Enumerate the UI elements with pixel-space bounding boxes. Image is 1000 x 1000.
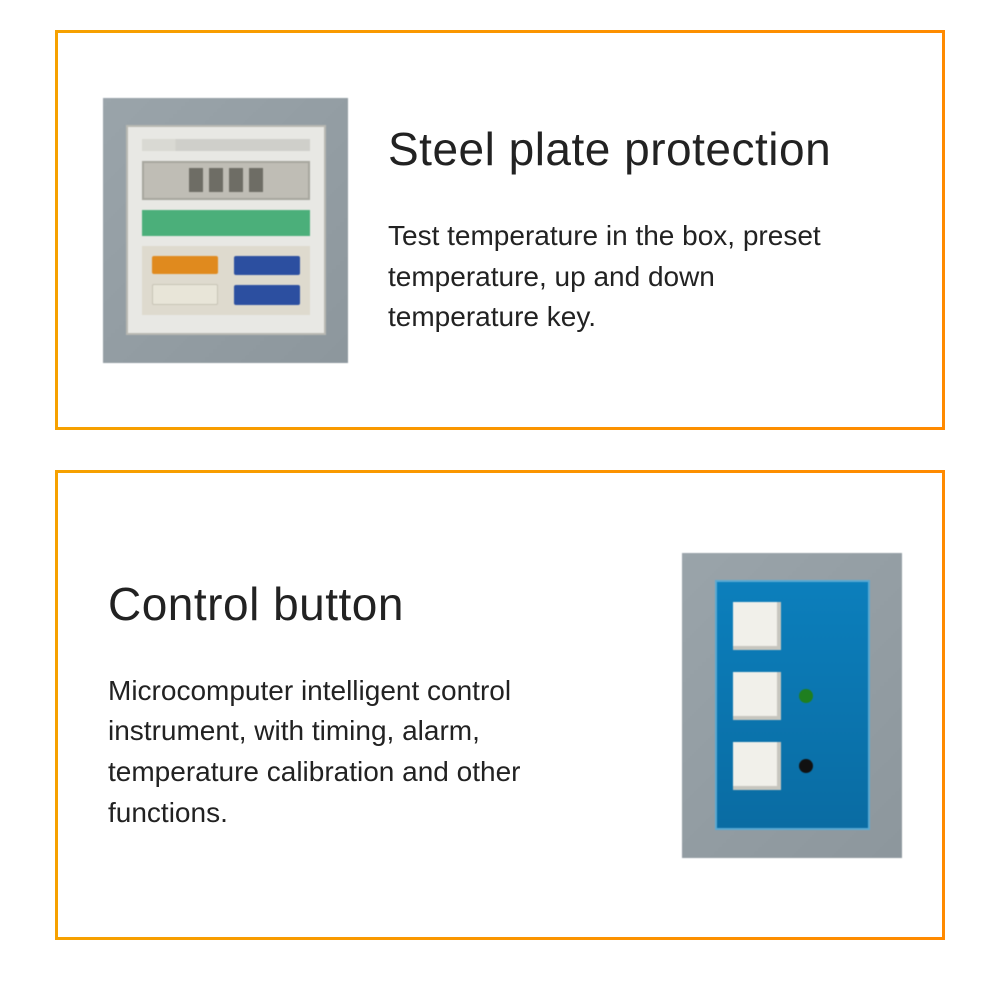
controller-btn-white (152, 284, 218, 305)
controller-btn-orange (152, 256, 218, 275)
square-button (733, 672, 781, 720)
led-green-icon (799, 689, 813, 703)
controller-button-row (142, 246, 310, 315)
feature-card-control-button: Control button Microcomputer intelligent… (55, 470, 945, 940)
controller-brand-strip (142, 139, 310, 151)
card-text-column: Steel plate protection Test temperature … (348, 122, 897, 338)
button-plate-thumbnail (682, 553, 902, 858)
led-black-icon (799, 759, 813, 773)
feature-card-steel-plate: Steel plate protection Test temperature … (55, 30, 945, 430)
controller-thumbnail (103, 98, 348, 363)
controller-btn-blue-2 (234, 285, 300, 305)
controller-display (142, 161, 310, 200)
button-row-2 (733, 672, 852, 720)
card-title: Control button (108, 577, 617, 631)
controller-btn-blue-1 (234, 256, 300, 276)
card-inner: Steel plate protection Test temperature … (58, 33, 942, 427)
card-text-column: Control button Microcomputer intelligent… (98, 577, 647, 833)
card-description: Test temperature in the box, preset temp… (388, 216, 828, 338)
card-description: Microcomputer intelligent control instru… (108, 671, 608, 833)
button-plate (715, 580, 870, 830)
card-title: Steel plate protection (388, 122, 887, 176)
square-button (733, 742, 781, 790)
controller-face (126, 125, 326, 335)
button-row-1 (733, 602, 852, 650)
display-digits (189, 168, 263, 192)
button-row-3 (733, 742, 852, 790)
square-button (733, 602, 781, 650)
card-inner: Control button Microcomputer intelligent… (58, 473, 942, 937)
controller-status-bar (142, 210, 310, 236)
